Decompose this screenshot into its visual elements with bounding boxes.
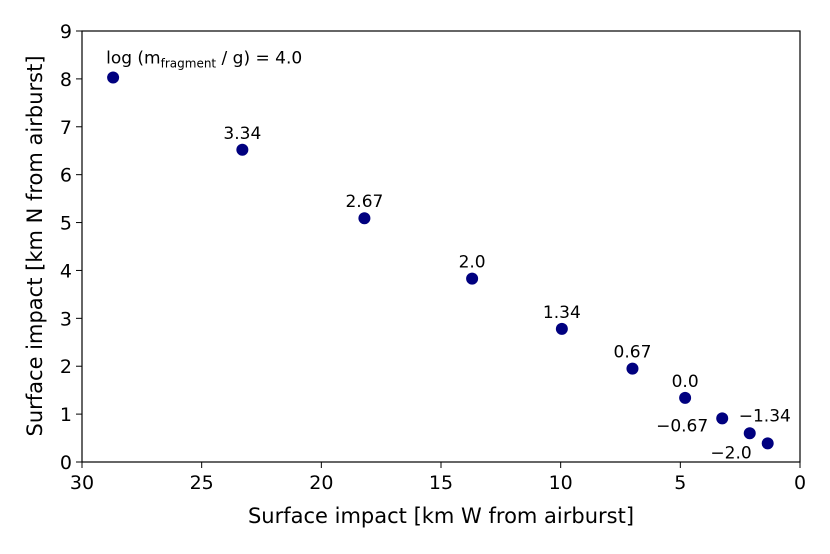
- data-point: [555, 322, 568, 335]
- point-label: 0.0: [672, 372, 699, 392]
- x-tick-label: 30: [70, 472, 94, 494]
- point-labels: log (mfragment / g) = 4.0 3.34 2.67 2.0 1.34…: [106, 48, 791, 463]
- y-tick-label: 6: [60, 165, 72, 187]
- x-tick-label: 20: [309, 472, 333, 494]
- point-label: 3.34: [223, 124, 261, 144]
- plot-frame: [81, 30, 801, 463]
- y-tick-label: 3: [60, 308, 72, 330]
- y-tick-label: 5: [60, 213, 72, 235]
- point-label: 0.67: [614, 343, 652, 363]
- y-tick-label: 9: [60, 21, 72, 43]
- data-point: [107, 71, 120, 84]
- point-label: 2.67: [345, 192, 383, 212]
- x-tick-label: 10: [549, 472, 573, 494]
- point-label: −0.67: [656, 416, 708, 436]
- data-point: [236, 143, 249, 156]
- point-label: −2.0: [710, 443, 751, 463]
- y-tick-label: 8: [60, 69, 72, 91]
- y-axis: 0 1 2 3 4 5 6 7 8 9: [60, 21, 82, 474]
- y-tick-label: 1: [60, 404, 72, 426]
- data-point: [679, 391, 692, 404]
- data-points: [107, 71, 774, 450]
- y-axis-label: Surface impact [km N from airburst]: [23, 55, 47, 436]
- y-tick-label: 7: [60, 117, 72, 139]
- point-label: 1.34: [543, 303, 581, 323]
- annotation-suffix: / g) = 4.0: [216, 48, 302, 68]
- point-label: −1.34: [739, 406, 791, 426]
- y-tick-label: 4: [60, 260, 72, 282]
- x-axis-label: Surface impact [km W from airburst]: [248, 504, 634, 528]
- y-tick-label: 0: [60, 452, 72, 474]
- x-tick-label: 5: [674, 472, 686, 494]
- data-point: [743, 427, 756, 440]
- x-tick-label: 25: [190, 472, 214, 494]
- x-tick-label: 15: [429, 472, 453, 494]
- data-point: [716, 412, 729, 425]
- y-tick-label: 2: [60, 356, 72, 378]
- data-point: [626, 362, 639, 375]
- annotation-subscript: fragment: [161, 56, 217, 70]
- x-tick-label: 0: [794, 472, 806, 494]
- x-axis: 30 25 20 15 10 5 0: [70, 462, 806, 494]
- data-point: [761, 437, 774, 450]
- point-label: 2.0: [459, 253, 486, 273]
- data-point: [466, 272, 479, 285]
- annotation-prefix: log (m: [106, 48, 161, 68]
- point-annotation: log (mfragment / g) = 4.0: [106, 48, 302, 70]
- data-point: [358, 212, 371, 225]
